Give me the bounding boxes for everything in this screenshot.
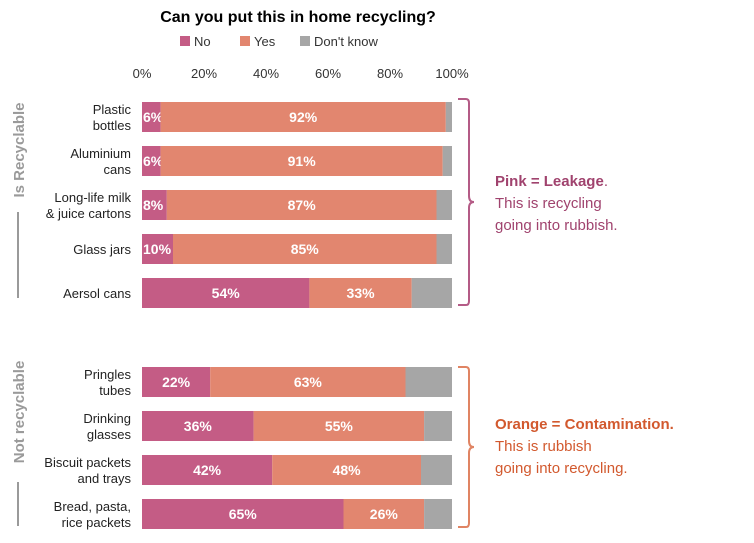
group-labels: Is Recyclable Not recyclable xyxy=(11,102,28,526)
bar-segment-yes xyxy=(272,455,421,485)
bar-value-label: 36% xyxy=(184,418,213,434)
bar-segment-yes xyxy=(173,234,437,264)
category-label: Aersol cans xyxy=(63,286,131,301)
legend: No Yes Don't know xyxy=(180,34,379,49)
contamination-note-title: Orange = Contamination. xyxy=(495,416,674,433)
contamination-note-line2: This is rubbish xyxy=(495,438,592,455)
bar-value-label: 85% xyxy=(291,241,320,257)
bar-segment-no xyxy=(142,455,273,485)
bar-segment-don-t-know xyxy=(405,367,452,397)
bar-segment-don-t-know xyxy=(442,146,452,176)
bar-segment-no xyxy=(142,499,344,529)
bar-value-label: 54% xyxy=(212,285,241,301)
bar-segment-yes xyxy=(160,146,443,176)
bar-segment-no xyxy=(142,411,254,441)
category-label: Glass jars xyxy=(73,242,131,257)
category-label: Plastic xyxy=(93,102,132,117)
x-tick-label: 60% xyxy=(315,66,341,81)
leakage-note-line2: This is recycling xyxy=(495,195,602,212)
x-tick-label: 0% xyxy=(133,66,152,81)
bar-segment-don-t-know xyxy=(445,102,452,132)
leakage-bold: Pink = Leakage xyxy=(495,173,604,190)
contamination-bracket xyxy=(458,366,475,528)
bar-segment-don-t-know xyxy=(424,499,452,529)
bar-value-label: 87% xyxy=(288,197,317,213)
bar-value-label: 91% xyxy=(288,153,317,169)
bar-value-label: 42% xyxy=(193,462,222,478)
bar-segment-no xyxy=(142,234,173,264)
category-label: Bread, pasta, xyxy=(54,499,131,514)
category-label: Biscuit packets xyxy=(44,455,131,470)
category-label: and trays xyxy=(78,471,132,486)
bar-segment-don-t-know xyxy=(421,455,452,485)
legend-swatch-yes xyxy=(240,36,250,46)
bar-value-label: 92% xyxy=(289,109,318,125)
bar-segment-no xyxy=(142,190,167,220)
bar-value-label: 65% xyxy=(229,506,258,522)
bar-segment-yes xyxy=(166,190,437,220)
bar-segment-don-t-know xyxy=(436,190,452,220)
bar-value-label: 63% xyxy=(294,374,323,390)
bar-value-label: 8% xyxy=(143,197,164,213)
legend-label-no: No xyxy=(194,34,211,49)
bar-value-label: 48% xyxy=(333,462,362,478)
legend-label-yes: Yes xyxy=(254,34,276,49)
bar-value-label: 10% xyxy=(143,241,172,257)
legend-label-don-t-know: Don't know xyxy=(314,34,379,49)
bar-segment-yes xyxy=(309,278,412,308)
group-label-not-recyclable: Not recyclable xyxy=(11,361,28,464)
bar-value-label: 55% xyxy=(325,418,354,434)
bar-segment-don-t-know xyxy=(424,411,452,441)
x-tick-label: 20% xyxy=(191,66,217,81)
group-label-is-recyclable: Is Recyclable xyxy=(11,102,28,197)
bar-value-label: 33% xyxy=(347,285,376,301)
legend-swatch-no xyxy=(180,36,190,46)
contamination-note-line3: going into recycling. xyxy=(495,460,628,477)
category-label: cans xyxy=(104,162,132,177)
leakage-note-line3: going into rubbish. xyxy=(495,217,618,234)
category-label: Aluminium xyxy=(70,146,131,161)
leakage-note-title: Pink = Leakage. xyxy=(495,173,608,190)
category-label: rice packets xyxy=(62,515,132,530)
bar-segment-yes xyxy=(210,367,406,397)
bar-segment-no xyxy=(142,278,310,308)
category-label: Pringles xyxy=(84,367,131,382)
x-axis-ticks: 0% 20% 40% 60% 80% 100% xyxy=(133,66,469,81)
bar-value-label: 26% xyxy=(370,506,399,522)
leakage-suffix: . xyxy=(604,173,608,190)
x-tick-label: 100% xyxy=(435,66,469,81)
bar-value-label: 22% xyxy=(162,374,191,390)
category-label: & juice cartons xyxy=(46,206,132,221)
category-label: glasses xyxy=(87,427,132,442)
x-tick-label: 80% xyxy=(377,66,403,81)
category-label: Long-life milk xyxy=(54,190,131,205)
leakage-bracket xyxy=(458,98,475,306)
bar-segment-no xyxy=(142,102,161,132)
chart-title: Can you put this in home recycling? xyxy=(160,9,436,26)
legend-swatch-don-t-know xyxy=(300,36,310,46)
bars: 6% 92% 6% 91% 8% 87% 10% 85% 54% 33% 22% 63% 36% 55% 4… xyxy=(142,102,452,529)
category-label: tubes xyxy=(99,383,131,398)
bar-segment-don-t-know xyxy=(411,278,452,308)
bar-segment-yes xyxy=(160,102,446,132)
bar-segment-don-t-know xyxy=(436,234,452,264)
bar-segment-yes xyxy=(343,499,425,529)
x-tick-label: 40% xyxy=(253,66,279,81)
bar-value-label: 6% xyxy=(143,109,164,125)
bar-segment-yes xyxy=(253,411,425,441)
category-label: Drinking xyxy=(83,411,131,426)
bar-segment-no xyxy=(142,367,211,397)
category-label: bottles xyxy=(93,118,132,133)
bar-value-label: 6% xyxy=(143,153,164,169)
bar-segment-no xyxy=(142,146,161,176)
